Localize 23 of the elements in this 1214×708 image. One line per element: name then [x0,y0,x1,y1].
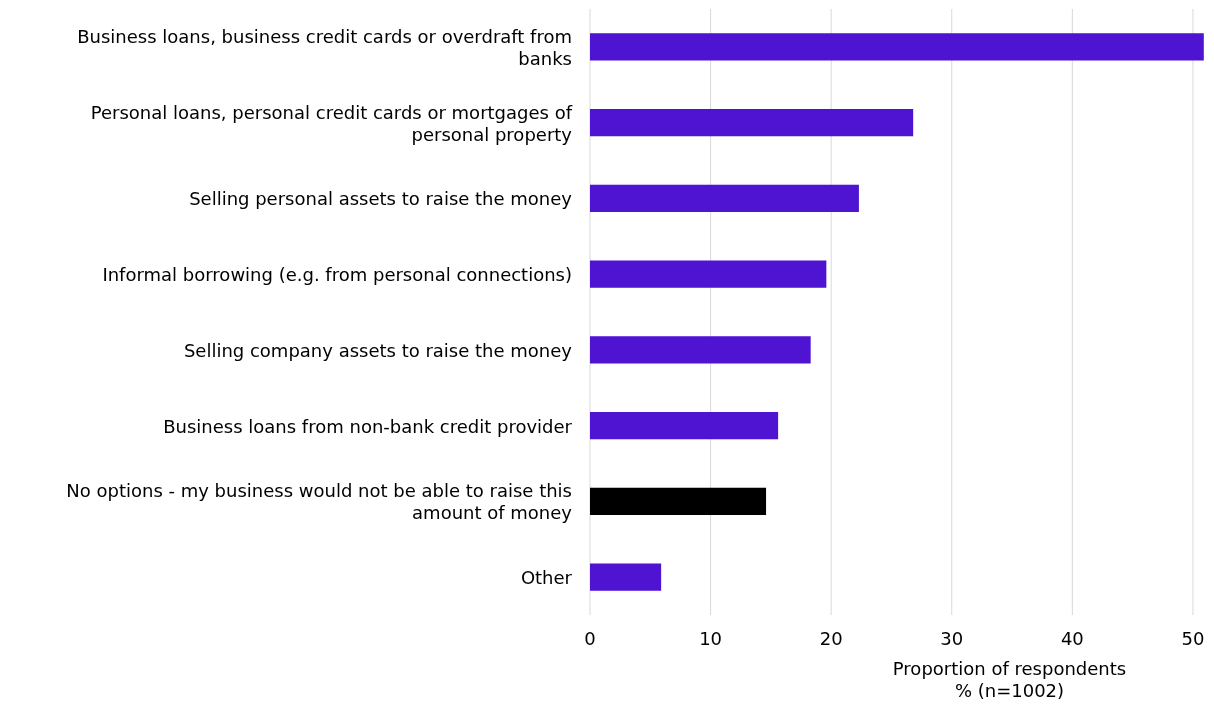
y-tick-label: Other [520,566,573,588]
x-tick-label: 50 [1181,628,1205,649]
bar [590,108,914,137]
bar [590,411,779,440]
bar [590,336,811,364]
x-axis-title: Proportion of respondents % (n=1002) [892,658,1127,701]
y-tick-label: Business loans from non-bank credit provider [163,415,573,437]
y-tick-label: Selling company assets to raise the money [183,339,573,361]
x-tick-label: 30 [940,628,964,649]
bar [590,33,1204,61]
y-tick-label: No options - my business would not be able to raise this amount of money [66,479,573,523]
y-tick-label: Selling personal assets to raise the money [189,187,573,209]
y-tick-label: Informal borrowing (e.g. from personal connections) [102,263,572,285]
x-tick-label: 40 [1060,628,1084,649]
x-tick-label: 10 [699,628,723,649]
y-tick-label: Business loans, business credit cards or overdraft from banks [77,25,572,69]
y-tick-label: Personal loans, personal credit cards or mortgages of personal property [90,101,573,145]
bar [590,563,662,591]
x-tick-label: 0 [584,628,596,649]
bar [590,487,767,516]
bar [590,184,859,213]
x-tick-label: 20 [819,628,843,649]
bar [590,260,827,288]
